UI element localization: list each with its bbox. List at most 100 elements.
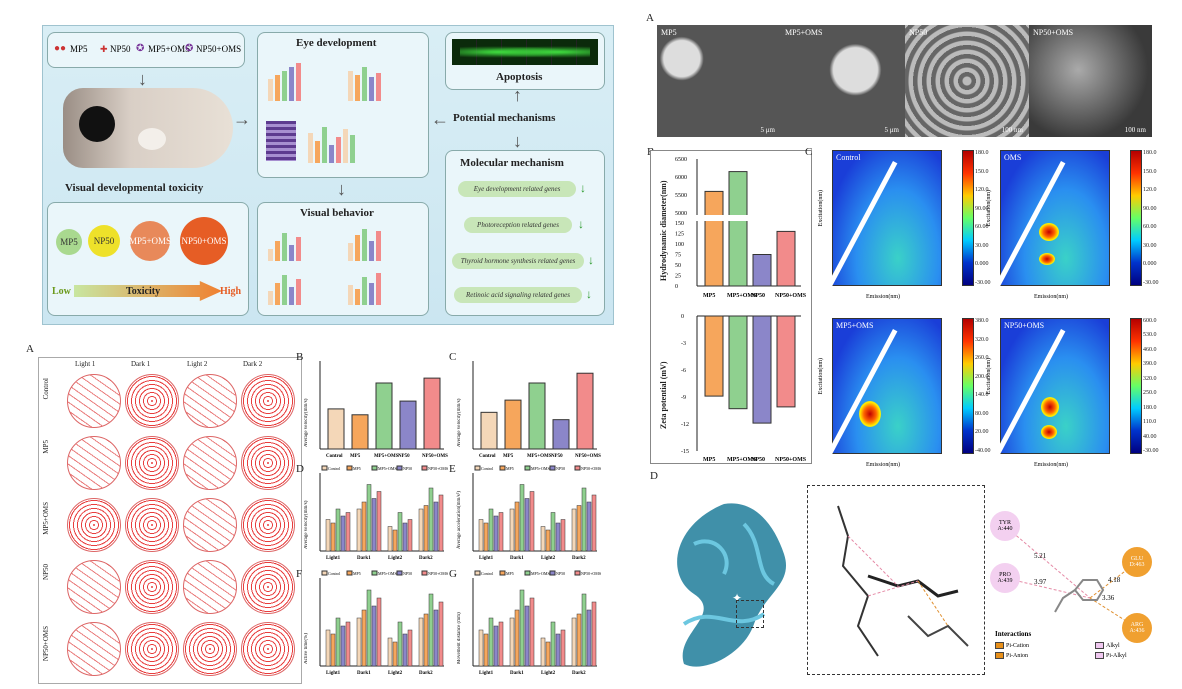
- legend-swatch: [574, 465, 581, 471]
- phase-label: Light2: [541, 556, 556, 561]
- legend-label: NP50+OMS: [581, 571, 601, 576]
- colorbar-tick: 150.0: [1143, 168, 1157, 175]
- residue-glu: GLU D:463: [1129, 556, 1145, 568]
- legend-label: Control: [481, 466, 494, 471]
- sem-scale-np50: 100 nm: [1001, 126, 1023, 134]
- zeta-category: NP50+OMS: [775, 457, 807, 463]
- behavior-bar: [376, 597, 382, 667]
- behavior-bar: [528, 382, 546, 450]
- phase-label: Dark1: [510, 671, 524, 676]
- colorbar-tick: 120.0: [975, 187, 989, 194]
- legend-label: MP5+OMS: [378, 571, 397, 576]
- eem-xlabel: Emission(nm): [1034, 462, 1068, 468]
- behavior-bar: [375, 382, 393, 450]
- behavior-bar: [519, 484, 525, 552]
- hydro-tick: 0: [675, 284, 678, 290]
- swim-track: [67, 622, 121, 676]
- zebrafish-larva-image: [63, 88, 233, 168]
- circle-np50: NP50: [88, 225, 120, 257]
- colorbar: [962, 318, 974, 454]
- legend-swatch: [549, 465, 556, 471]
- colorbar-tick: 0.000: [1143, 261, 1157, 268]
- legend-label: MP5: [506, 571, 514, 576]
- swim-track: [241, 622, 295, 676]
- distance-2: 3.97: [1034, 578, 1047, 586]
- behavior-bar: [325, 519, 331, 552]
- behavior-bar: [361, 501, 367, 552]
- colorbar-tick: 250.0: [1143, 390, 1157, 397]
- bar-break: [728, 215, 748, 221]
- visual-toxicity-title: Visual developmental toxicity: [65, 182, 204, 194]
- apoptosis-box: Apoptosis: [445, 32, 605, 90]
- swim-track: [241, 498, 295, 552]
- sem-label-mp5: MP5: [661, 28, 677, 37]
- behavior-chart: Control MP5 MP5+OMS NP50 NP50+OMS: [472, 361, 601, 459]
- behavior-bar: [371, 605, 377, 667]
- hydro-tick: 6500: [675, 157, 687, 163]
- legend-label: Control: [328, 571, 341, 576]
- left-arrow-icon: ←: [431, 109, 449, 129]
- phase-label: Dark1: [357, 556, 371, 561]
- panel-letter-behavior: B: [296, 351, 304, 363]
- behavior-bar: [345, 621, 351, 667]
- colorbar-tick: 40.00: [1143, 433, 1157, 440]
- colorbar-tick: 320.0: [975, 336, 989, 343]
- behavior-bar: [428, 487, 434, 552]
- track-row-header: MP5+OMS: [42, 502, 50, 535]
- legend-swatch: [321, 465, 328, 471]
- legend-label: NP50: [403, 571, 412, 576]
- behavior-bar: [514, 501, 520, 552]
- toxicity-label: Toxicity: [126, 286, 161, 297]
- eem-ylabel: Excitation(nm): [986, 358, 992, 395]
- behavior-category: Control: [326, 454, 343, 459]
- toxicity-high: High: [220, 286, 242, 297]
- behavior-bar: [371, 498, 377, 552]
- colorbar-tick: 150.0: [975, 168, 989, 175]
- zeta-tick: -15: [681, 449, 689, 455]
- gene-pill-thyroid: Thyroid hormone synthesis related genes: [452, 253, 584, 269]
- legend-swatch: [371, 465, 378, 471]
- behavior-category: Control: [479, 454, 496, 459]
- fluorescence-peak: [1041, 425, 1057, 439]
- behavior-bar: [560, 629, 566, 667]
- sem-np50-oms: NP50+OMS 100 nm: [1029, 25, 1152, 137]
- behavior-bar: [438, 494, 444, 552]
- behavior-bar: [392, 641, 398, 667]
- colorbar: [1130, 150, 1142, 286]
- behavior-chart: Control MP5 MP5+OMS NP50 NP50+OMS Light1 Dark1…: [319, 465, 448, 561]
- behavior-bar: [571, 617, 577, 667]
- legend-swatch: [421, 465, 428, 471]
- distance-1: 5.21: [1034, 552, 1047, 560]
- behavior-bar: [356, 617, 362, 667]
- behavior-bar: [387, 637, 393, 667]
- fluorescence-peak: [1039, 223, 1059, 241]
- swim-track: [67, 498, 121, 552]
- gene-pill-photoreception: Photoreception related genes: [464, 217, 572, 233]
- rayleigh-scatter-line: [827, 329, 898, 455]
- apoptosis-title: Apoptosis: [496, 71, 543, 83]
- hydro-tick: 75: [675, 253, 681, 259]
- behavior-bar: [418, 508, 424, 552]
- legend-label: MP5+OMS: [531, 571, 550, 576]
- phase-label: Light2: [541, 671, 556, 676]
- sem-images: MP5 5 μm MP5+OMS 5 μm NP50 100 nm NP50+O…: [657, 25, 1152, 137]
- binding-site-zoom: [807, 485, 985, 675]
- legend-swatch: [346, 465, 353, 471]
- colorbar-tick: 200.0: [975, 373, 989, 380]
- behavior-category: MP5: [350, 454, 361, 459]
- right-arrow-icon: →: [233, 109, 251, 129]
- legend-label: NP50+OMS: [581, 466, 601, 471]
- zeta-tick: -12: [681, 422, 689, 428]
- behavior-bar: [327, 408, 345, 450]
- bar-break: [704, 215, 724, 221]
- behavior-bar: [555, 522, 561, 552]
- hydro-bar: [776, 230, 796, 287]
- legend-swatch: [474, 465, 481, 471]
- swim-track: [241, 374, 295, 428]
- behavior-bar: [478, 629, 484, 667]
- sem-label-mp5-oms: MP5+OMS: [785, 28, 823, 37]
- behavior-bar: [399, 400, 417, 450]
- behavior-bar: [483, 633, 489, 667]
- behavior-bar: [433, 501, 439, 552]
- eem-map: NP50+OMS: [995, 318, 1110, 455]
